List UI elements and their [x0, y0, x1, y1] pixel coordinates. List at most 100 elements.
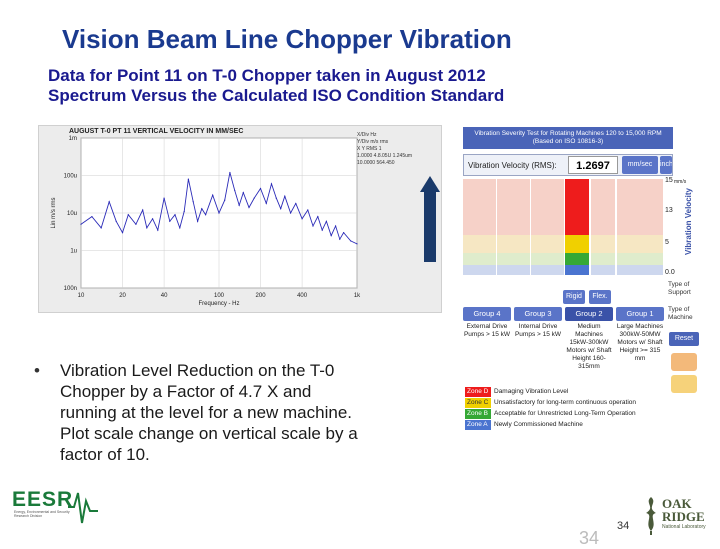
group-1-button[interactable]: Group 1	[616, 307, 664, 321]
series-point	[335, 225, 337, 227]
y-tick-label: 1u	[70, 249, 77, 255]
group-3-description: Internal Drive Pumps > 15 kW	[514, 323, 562, 338]
series-point	[259, 187, 262, 190]
iso-axis-unit: mm/s	[674, 179, 687, 185]
iso-column	[591, 179, 615, 275]
series-point	[169, 220, 171, 222]
group-4-button[interactable]: Group 4	[463, 307, 511, 321]
plot-legend-line: 10.0000 564.450	[357, 160, 395, 166]
plot-legend-line: Y/Div m/s rms	[357, 139, 389, 145]
series-point	[80, 223, 82, 225]
zone-a-text: Newly Commissioned Machine	[494, 421, 583, 428]
vibration-velocity-row: Vibration Velocity (RMS): 1.2697 mm/sec …	[463, 154, 673, 176]
support-toggle: Rigid Flex.	[563, 285, 617, 304]
series-point	[187, 178, 189, 180]
series-point	[157, 229, 159, 231]
subtitle-line-1: Data for Point 11 on T-0 Chopper taken i…	[48, 66, 486, 85]
series-point	[343, 232, 345, 234]
page-number-shadow: 34	[579, 528, 600, 548]
iso-axis-tick: 5	[665, 239, 669, 246]
rigid-button[interactable]: Rigid	[563, 290, 585, 304]
zone-b-swatch: Zone B	[465, 409, 491, 419]
unit-inch-button[interactable]: inch/sec	[660, 156, 672, 174]
series-point	[321, 229, 323, 231]
series-point	[100, 227, 102, 229]
eesr-logo	[68, 492, 98, 524]
series-point	[317, 216, 319, 218]
series-point	[248, 206, 250, 209]
series-point	[135, 223, 137, 225]
series-point	[339, 238, 341, 240]
up-arrow-icon	[420, 176, 440, 262]
zone-d-swatch: Zone D	[465, 387, 491, 397]
series-point	[289, 212, 292, 214]
iso-severity-panel: Vibration Severity Test for Rotating Mac…	[463, 127, 711, 447]
zone-legend-row: Zone A Newly Commissioned Machine	[465, 419, 665, 430]
iso-axis-tick: 15	[665, 177, 673, 184]
series-point	[91, 216, 93, 218]
series-point	[212, 194, 214, 196]
iso-column	[497, 179, 530, 275]
machine-icon	[671, 353, 697, 371]
y-axis-label: Lin m/s rms	[51, 197, 57, 228]
reset-button[interactable]: Reset	[669, 332, 699, 346]
iso-column	[463, 179, 496, 275]
series-point	[356, 243, 358, 245]
y-tick-label: 100u	[64, 174, 77, 180]
vibration-velocity-input[interactable]: 1.2697	[568, 156, 618, 174]
slide-subtitle: Data for Point 11 on T-0 Chopper taken i…	[48, 66, 504, 106]
type-of-support-label: Type of Support	[668, 281, 691, 296]
series-point	[174, 214, 176, 216]
series-point	[307, 209, 309, 211]
iso-axis-tick: 0.0	[665, 269, 675, 276]
iso-header: Vibration Severity Test for Rotating Mac…	[463, 127, 673, 149]
zone-legend-row: Zone B Acceptable for Unrestricted Long-…	[465, 408, 665, 419]
group-2-button[interactable]: Group 2	[565, 307, 613, 321]
page-number: 34	[617, 520, 630, 532]
series-point	[242, 191, 244, 194]
series-point	[151, 218, 154, 220]
y-tick-label: 1m	[69, 136, 77, 142]
series-point	[330, 234, 332, 237]
eesr-logo-subtitle: Energy, Environmental and Security Resea…	[14, 510, 70, 518]
series-point	[192, 201, 194, 203]
plot-legend-line: 1.0000 4.8.05U 1.245um	[357, 153, 413, 159]
series-point	[224, 199, 226, 201]
series-point	[275, 197, 277, 199]
series-point	[325, 220, 327, 222]
x-tick-label: 100	[214, 293, 225, 299]
x-tick-label: 10	[78, 293, 85, 299]
iso-axis-title: Vibration Velocity	[684, 188, 693, 255]
series-point	[108, 201, 110, 203]
y-tick-label: 100n	[64, 286, 77, 292]
iso-column	[617, 179, 663, 275]
iso-severity-grid	[463, 179, 663, 275]
ornl-logo-oak: OAK	[662, 496, 692, 511]
series-point	[284, 195, 286, 197]
zone-c-text: Unsatisfactory for long-term continuous …	[494, 399, 636, 406]
x-tick-label: 1k	[354, 293, 361, 299]
series-point	[163, 197, 165, 199]
unit-mm-button[interactable]: mm/sec	[622, 156, 658, 174]
zone-d-text: Damaging Vibration Level	[494, 388, 569, 395]
spectrum-plot-title: AUGUST T-0 PT 11 VERTICAL VELOCITY IN MM…	[69, 128, 244, 135]
series-point	[295, 202, 297, 205]
ornl-logo-ridge: RIDGE	[662, 509, 705, 524]
slide-title: Vision Beam Line Chopper Vibration	[62, 24, 512, 54]
plot-legend-line: X Y RMS 1	[357, 146, 382, 152]
series-point	[121, 232, 124, 234]
machine-groups: Group 4 Group 3 Group 2 Group 1	[463, 307, 664, 321]
series-point	[253, 197, 255, 199]
spectrum-plot-legend: X/Div Hz Y/Div m/s rms X Y RMS 1 1.0000 …	[357, 132, 412, 167]
iso-column	[531, 179, 564, 275]
series-point	[127, 214, 129, 216]
zone-legend: Zone D Damaging Vibration Level Zone C U…	[465, 386, 665, 430]
series-point	[301, 218, 303, 220]
plot-legend-line: X/Div Hz	[357, 132, 377, 138]
series-point	[183, 210, 185, 213]
series-point	[238, 204, 240, 206]
series-point	[234, 189, 236, 192]
group-3-button[interactable]: Group 3	[514, 307, 562, 321]
flex-button[interactable]: Flex.	[589, 290, 611, 304]
